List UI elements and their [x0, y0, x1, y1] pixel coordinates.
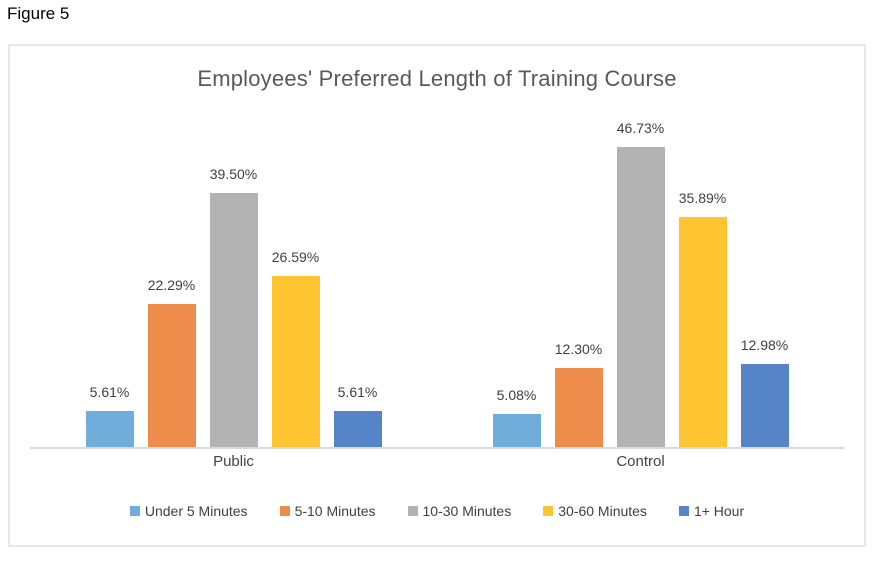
bar [147, 304, 196, 447]
legend-swatch-icon [129, 506, 140, 516]
bar-data-label: 5.08% [496, 387, 537, 403]
bar-item: 22.29% [147, 277, 196, 447]
bar-data-label: 22.29% [147, 277, 196, 293]
bar [271, 276, 320, 447]
bar [740, 364, 789, 447]
bar-data-label: 35.89% [678, 190, 727, 206]
chart-title: Employees' Preferred Length of Training … [197, 66, 677, 91]
legend-item: 5-10 Minutes [279, 503, 376, 519]
bar-item: 5.61% [333, 384, 382, 447]
bar-data-label: 12.30% [554, 341, 603, 357]
legend-label: 1+ Hour [693, 503, 745, 519]
bar-item: 26.59% [271, 249, 320, 447]
bar-data-label: 5.61% [337, 384, 378, 400]
legend-label: 5-10 Minutes [294, 503, 376, 519]
bar-data-label: 39.50% [209, 166, 258, 182]
bar-item: 12.98% [740, 337, 789, 447]
bar-group-public: 5.61% 22.29% 39.50% 26.59% 5.61% [30, 166, 437, 447]
legend-swatch-icon [678, 506, 689, 516]
legend-item: 30-60 Minutes [543, 503, 647, 519]
category-axis-labels: Public Control [30, 453, 844, 470]
bar [333, 411, 382, 447]
bar-data-label: 26.59% [271, 249, 320, 265]
category-label-public: Public [213, 453, 254, 470]
x-axis-line [30, 447, 844, 449]
bar-item: 39.50% [209, 166, 258, 447]
bar [85, 411, 134, 447]
legend-label: 30-60 Minutes [558, 503, 647, 519]
bar [492, 414, 541, 447]
bar-item: 5.08% [492, 387, 541, 447]
bar-item: 5.61% [85, 384, 134, 447]
legend-swatch-icon [407, 506, 418, 516]
category-label-control: Control [616, 453, 665, 470]
legend-swatch-icon [279, 506, 290, 516]
legend: Under 5 Minutes 5-10 Minutes 10-30 Minutes… [10, 503, 864, 519]
bar-item: 12.30% [554, 341, 603, 447]
figure-label: Figure 5 [7, 4, 70, 23]
legend-item: Under 5 Minutes [129, 503, 248, 519]
plot-area: 5.61% 22.29% 39.50% 26.59% 5.61% 5.08% 12.30% 4… [30, 120, 844, 447]
bar [678, 217, 727, 447]
bar-data-label: 5.61% [89, 384, 130, 400]
bar-data-label: 46.73% [616, 120, 665, 136]
bar [209, 193, 258, 447]
legend-label: Under 5 Minutes [144, 503, 248, 519]
bar-data-label: 12.98% [740, 337, 789, 353]
legend-item: 1+ Hour [678, 503, 745, 519]
legend-swatch-icon [543, 506, 554, 516]
legend-label: 10-30 Minutes [422, 503, 512, 519]
bar-group-control: 5.08% 12.30% 46.73% 35.89% 12.98% [437, 120, 844, 447]
bar [554, 368, 603, 447]
legend-item: 10-30 Minutes [407, 503, 512, 519]
bar-item: 35.89% [678, 190, 727, 447]
chart-frame: Employees' Preferred Length of Training … [8, 44, 866, 547]
bar [616, 147, 665, 447]
bar-item: 46.73% [616, 120, 665, 447]
